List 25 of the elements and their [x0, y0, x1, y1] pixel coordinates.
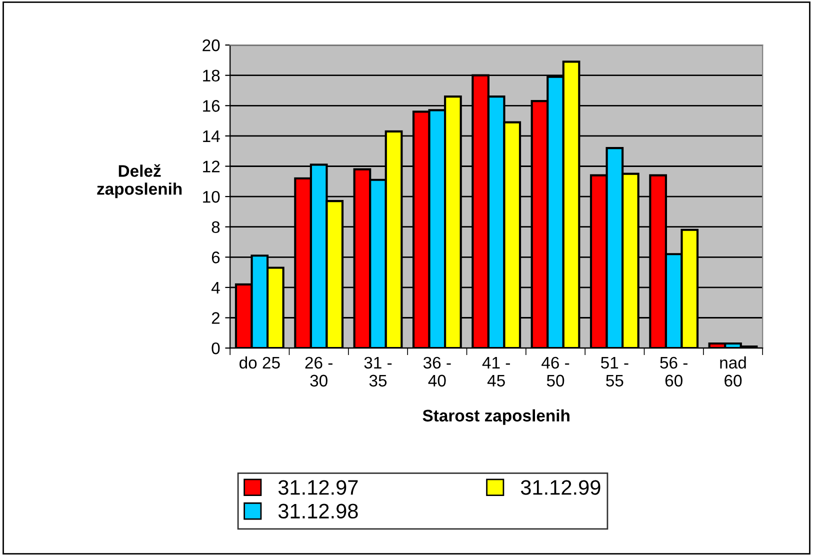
y-tick-label: 8 [212, 221, 220, 234]
y-tick-label: 20 [202, 39, 220, 52]
y-tick-label: 0 [212, 342, 220, 354]
x-tick-label: 56 - 60 [660, 356, 688, 387]
x-tick-label: 36 - 40 [423, 356, 451, 387]
y-tick-label: 4 [211, 282, 220, 294]
y-tick-label: 10 [203, 190, 220, 203]
x-tick-label: 26 - 30 [305, 356, 332, 387]
x-tick-label: do 25 [240, 356, 280, 369]
y-tick-label: 6 [212, 252, 220, 264]
x-tick-label: 41 - 45 [482, 357, 510, 387]
y-axis-title: Delež zaposlenih [97, 164, 182, 198]
legend-label: 31.12.97 [278, 480, 358, 495]
x-tick-label: 51 - 55 [600, 357, 628, 387]
y-tick-label: 12 [203, 160, 220, 172]
x-tick-label: 46 - 50 [542, 356, 570, 387]
x-tick-label: 31 - 35 [364, 356, 392, 387]
legend-label: 31.12.99 [520, 480, 600, 495]
legend-label: 31.12.98 [278, 504, 358, 519]
y-tick-label: 18 [203, 70, 220, 82]
x-axis-title: Starost zaposlenih [422, 409, 570, 425]
y-tick-label: 16 [203, 100, 220, 112]
y-tick-label: 14 [203, 130, 220, 142]
x-tick-label: nad 60 [720, 356, 746, 387]
y-tick-label: 2 [212, 312, 220, 324]
